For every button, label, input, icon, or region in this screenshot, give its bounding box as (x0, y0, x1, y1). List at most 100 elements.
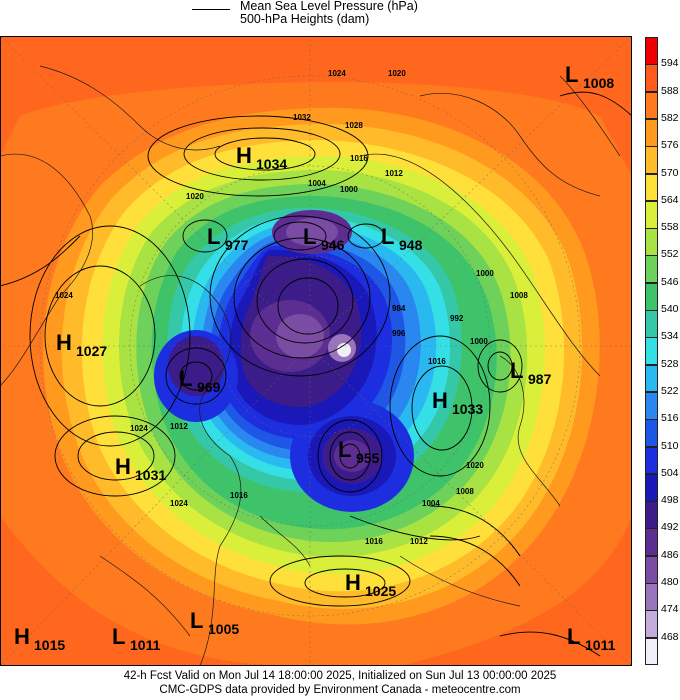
colorbar-cell (645, 228, 658, 256)
isobar-label: 1016 (365, 537, 383, 546)
colorbar-tick-label: 534 (661, 330, 679, 343)
svg-text:L: L (207, 224, 220, 249)
svg-text:H: H (345, 570, 361, 595)
footer-valid-time: 42-h Fcst Valid on Mon Jul 14 18:00:00 2… (123, 670, 557, 682)
svg-text:955: 955 (356, 450, 380, 466)
pressure-system-high: H 1027 (56, 330, 107, 359)
colorbar-tick-label: 522 (661, 384, 679, 397)
isobar-label: 1020 (388, 69, 406, 78)
isobar-label: 984 (392, 304, 406, 313)
isobar-labels: 1024 1020 1032 1028 1016 1012 1004 1000 … (55, 69, 528, 546)
svg-text:L: L (179, 366, 192, 391)
pressure-system-high: H 1025 (345, 570, 396, 599)
svg-text:H: H (14, 624, 30, 649)
forecast-map: 1024 1020 1032 1028 1016 1012 1004 1000 … (0, 36, 632, 666)
svg-text:1011: 1011 (130, 637, 161, 653)
svg-text:H: H (236, 143, 252, 168)
svg-text:1005: 1005 (208, 621, 239, 637)
colorbar-tick-label: 486 (661, 548, 679, 561)
isobar-label: 1020 (186, 192, 204, 201)
colorbar-cell (645, 337, 658, 366)
pressure-system-low: L 1005 (190, 608, 239, 637)
colorbar-tick-label: 516 (661, 412, 679, 425)
map-canvas: 1024 1020 1032 1028 1016 1012 1004 1000 … (0, 36, 632, 666)
colorbar-cell (645, 200, 658, 229)
coastlines (0, 65, 621, 666)
isobar-label: 1024 (170, 499, 188, 508)
svg-text:1031: 1031 (135, 467, 166, 483)
isobar-label: 1012 (385, 169, 403, 178)
isobars (0, 91, 632, 657)
colorbar-tick-label: 552 (661, 248, 679, 261)
pressure-system-low: L 1008 (565, 62, 614, 91)
svg-text:L: L (567, 624, 580, 649)
svg-text:1027: 1027 (76, 343, 107, 359)
colorbar-cell (645, 118, 658, 147)
colorbar-tick-label: 576 (661, 139, 679, 152)
isobar-label: 1016 (350, 154, 368, 163)
pressure-system-high: H 1031 (115, 454, 166, 483)
isobar-label: 1024 (328, 69, 346, 78)
pressure-system-low: L 977 (207, 224, 249, 253)
band-588-north (0, 36, 632, 176)
colorbar-cell (645, 528, 658, 557)
isobar-label: 1000 (470, 337, 488, 346)
pressure-system-high: H 1015 (14, 624, 65, 653)
graticule (0, 36, 632, 666)
colorbar-cell (645, 282, 658, 311)
svg-text:L: L (338, 437, 351, 462)
isobar-label: 1032 (293, 113, 311, 122)
band-480 (276, 314, 324, 358)
colorbar-cell (645, 637, 658, 666)
colorbar-cell (645, 173, 658, 202)
colorbar-tick-label: 528 (661, 357, 679, 370)
pressure-system-low: L 948 (381, 224, 423, 253)
isobar-label: 1004 (422, 499, 440, 508)
pressure-system-low: L 946 (303, 224, 345, 253)
band-468 (337, 343, 351, 357)
legend-mslp-label: Mean Sea Level Pressure (hPa) (240, 0, 418, 13)
svg-text:1015: 1015 (34, 637, 65, 653)
isobar-label: 1000 (340, 185, 358, 194)
colorbar-cell (645, 501, 658, 529)
svg-text:1011: 1011 (585, 637, 616, 653)
isobar-label: 1016 (230, 491, 248, 500)
isobar-label: 1028 (345, 121, 363, 130)
isobar-label: 1008 (510, 291, 528, 300)
map-border (0, 36, 632, 666)
isobar-label: 1004 (308, 179, 326, 188)
colorbar-cell (645, 310, 658, 338)
colorbar (645, 37, 658, 666)
colorbar-cell (645, 473, 658, 502)
pressure-system-low: L 1011 (112, 624, 161, 653)
svg-text:1033: 1033 (452, 401, 483, 417)
isobar-label: 1012 (170, 422, 188, 431)
pressure-system-low: L 1011 (567, 624, 616, 653)
legend-mslp-line-sample (192, 9, 230, 10)
colorbar-cell (645, 555, 658, 584)
svg-text:L: L (565, 62, 578, 87)
colorbar-tick-label: 546 (661, 275, 679, 288)
colorbar-tick-label: 510 (661, 439, 679, 452)
band-588-southeast (400, 516, 632, 666)
colorbar-cell (645, 419, 658, 448)
svg-text:L: L (381, 224, 394, 249)
isobar-label: 992 (450, 314, 464, 323)
colorbar-tick-label: 588 (661, 84, 679, 97)
isobar-label: 1020 (466, 461, 484, 470)
colorbar-tick-label: 480 (661, 576, 679, 589)
colorbar-tick-label: 498 (661, 494, 679, 507)
svg-text:977: 977 (225, 237, 249, 253)
svg-text:987: 987 (528, 371, 552, 387)
colorbar-cell (645, 446, 658, 475)
colorbar-tick-label: 540 (661, 303, 679, 316)
band-588-southwest (0, 516, 300, 666)
svg-text:H: H (432, 388, 448, 413)
pressure-system-high: H 1034 (236, 143, 287, 172)
pressure-system-low: L 969 (179, 366, 221, 395)
legend-heights-label: 500-hPa Heights (dam) (240, 12, 370, 26)
isobar-label: 1000 (476, 269, 494, 278)
colorbar-tick-label: 594 (661, 57, 679, 70)
svg-text:1008: 1008 (583, 75, 614, 91)
svg-text:1034: 1034 (256, 156, 287, 172)
